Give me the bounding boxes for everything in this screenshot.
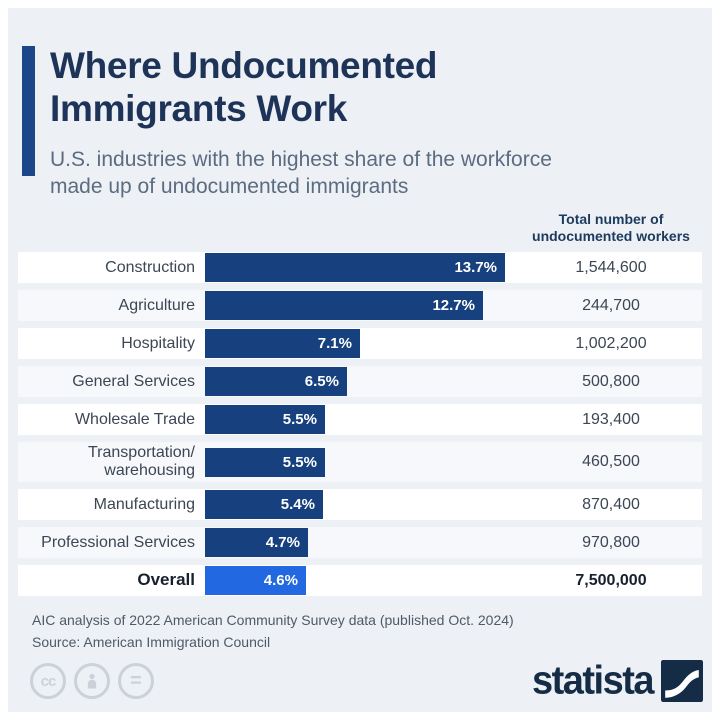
statista-logo: statista — [532, 660, 703, 702]
footer-notes: AIC analysis of 2022 American Community … — [32, 610, 712, 653]
total-workers-value: 244,700 — [582, 296, 640, 314]
share-value: 12.7% — [432, 297, 475, 315]
share-value: 6.5% — [304, 373, 339, 391]
table-row: Wholesale Trade 5.5% 193,400 — [18, 404, 702, 436]
share-bar: 5.5% — [205, 405, 325, 435]
title-line-2: Immigrants Work — [50, 88, 348, 130]
industry-label: Agriculture — [118, 296, 195, 314]
industry-label: Professional Services — [41, 533, 195, 551]
total-workers-value: 7,500,000 — [575, 571, 647, 589]
header: Where Undocumented Immigrants Work U.S. … — [8, 8, 712, 201]
table-row: General Services 6.5% 500,800 — [18, 366, 702, 398]
share-bar: 4.7% — [205, 528, 308, 558]
share-value: 7.1% — [317, 335, 352, 353]
total-workers-value: 460,500 — [582, 453, 640, 471]
share-bar: 13.7% — [205, 253, 505, 283]
analysis-note: AIC analysis of 2022 American Community … — [32, 612, 514, 629]
total-workers-value: 870,400 — [582, 495, 640, 513]
bar-area: 12.7% — [205, 291, 520, 321]
industry-label: Transportation/ warehousing — [87, 444, 195, 480]
table-row: Manufacturing 5.4% 870,400 — [18, 489, 702, 521]
share-bar: 5.5% — [205, 447, 325, 477]
bar-area: 6.5% — [205, 367, 520, 397]
bar-area: 5.5% — [205, 447, 520, 477]
title-line-1: Where Undocumented — [50, 45, 438, 86]
share-value: 4.6% — [263, 572, 298, 590]
share-bar: 12.7% — [205, 291, 483, 321]
bar-area: 5.4% — [205, 490, 520, 520]
bar-area: 4.6% — [205, 566, 520, 596]
share-bar: 7.1% — [205, 329, 360, 359]
total-workers-value: 500,800 — [582, 372, 640, 390]
subtitle-line-2: made up of undocumented immigrants — [50, 175, 409, 199]
bar-area: 13.7% — [205, 253, 520, 283]
license-icons: cc = — [22, 663, 154, 699]
share-value: 4.7% — [265, 534, 300, 552]
total-workers-value: 1,002,200 — [575, 334, 647, 352]
share-value: 13.7% — [454, 259, 497, 277]
industry-label: General Services — [72, 372, 195, 390]
source-note: Source: American Immigration Council — [32, 633, 271, 650]
total-workers-value: 1,544,600 — [575, 258, 647, 276]
bar-area: 7.1% — [205, 329, 520, 359]
share-bar: 4.6% — [205, 566, 306, 596]
total-workers-value: 193,400 — [582, 410, 640, 428]
bar-area: 5.5% — [205, 405, 520, 435]
rows: Construction 13.7% 1,544,600 Agriculture 12.… — [18, 252, 702, 597]
industry-label: Construction — [105, 258, 195, 276]
no-derivatives-equals-icon: = — [118, 663, 154, 699]
table-row: Transportation/ warehousing 5.5% 460,500 — [18, 442, 702, 483]
statista-wordmark: statista — [531, 658, 655, 704]
column-header-row: Total number of undocumented workers — [8, 211, 702, 244]
total-workers-column-header: Total number of undocumented workers — [532, 211, 690, 244]
industry-label: Manufacturing — [93, 495, 195, 513]
page-title: Where Undocumented Immigrants Work — [50, 44, 698, 131]
infographic-canvas: Where Undocumented Immigrants Work U.S. … — [8, 8, 712, 712]
statista-logo-mark — [661, 660, 703, 702]
title-accent-bar — [22, 46, 35, 176]
table-row: Overall 4.6% 7,500,000 — [18, 565, 702, 597]
bar-area: 4.7% — [205, 528, 520, 558]
share-bar: 6.5% — [205, 367, 347, 397]
table-row: Agriculture 12.7% 244,700 — [18, 290, 702, 322]
bottom-bar: cc = statista — [22, 660, 703, 702]
industry-label: Hospitality — [121, 334, 195, 352]
table-row: Professional Services 4.7% 970,800 — [18, 527, 702, 559]
table-row: Construction 13.7% 1,544,600 — [18, 252, 702, 284]
industry-label: Wholesale Trade — [74, 410, 195, 428]
total-workers-value: 970,800 — [582, 533, 640, 551]
industry-label: Overall — [137, 570, 195, 590]
subtitle-line-1: U.S. industries with the highest share o… — [50, 147, 552, 171]
share-value: 5.5% — [282, 411, 317, 429]
attribution-person-icon — [74, 663, 110, 699]
cc-icon: cc — [30, 663, 66, 699]
share-value: 5.5% — [282, 453, 317, 471]
share-value: 5.4% — [280, 496, 315, 514]
share-bar: 5.4% — [205, 490, 323, 520]
page-subtitle: U.S. industries with the highest share o… — [50, 146, 698, 201]
table-row: Hospitality 7.1% 1,002,200 — [18, 328, 702, 360]
